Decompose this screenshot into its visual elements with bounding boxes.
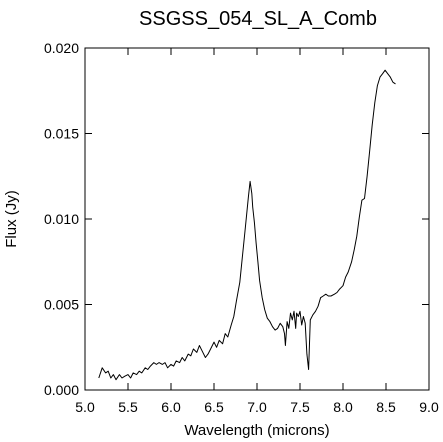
x-tick-label: 6.0 (161, 399, 181, 415)
y-tick-label: 0.020 (44, 40, 79, 56)
x-tick-label: 9.0 (419, 399, 439, 415)
plot-frame (84, 47, 430, 391)
x-tick-label: 7.5 (290, 399, 310, 415)
y-tick-label: 0.015 (44, 126, 79, 142)
x-axis-label: Wavelength (microns) (184, 422, 329, 439)
y-tick-label: 0.010 (44, 211, 79, 227)
x-tick-label: 8.5 (376, 399, 396, 415)
y-tick-label: 0.000 (44, 382, 79, 398)
x-tick-label: 7.0 (247, 399, 267, 415)
x-tick-label: 8.0 (333, 399, 353, 415)
x-tick-label: 5.5 (118, 399, 138, 415)
y-tick-label: 0.005 (44, 297, 79, 313)
x-axis: 5.0 5.5 6.0 6.5 7.0 7.5 8.0 8.5 9.0 (75, 48, 439, 415)
series-line (98, 69, 396, 381)
x-tick-label: 6.5 (204, 399, 224, 415)
y-axis: 0.000 0.005 0.010 0.015 0.020 (44, 40, 429, 398)
x-tick-label: 5.0 (75, 399, 95, 415)
chart-title: SSGSS_054_SL_A_Comb (139, 8, 377, 30)
y-axis-label: Flux (Jy) (3, 190, 20, 248)
